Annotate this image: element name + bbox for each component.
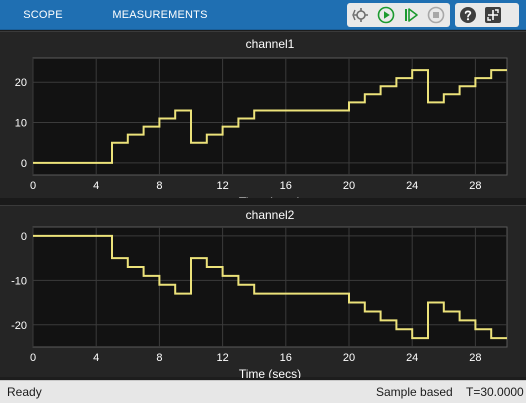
plot-panel-channel2: 0 4 8 12 16 20 24 28 0 -10 -20 channel2 Time (secs) [0,205,526,378]
run-button[interactable] [375,5,397,25]
expand-button[interactable] [482,5,504,25]
x-axis-label: Time (secs) [239,195,301,199]
x-tick-label: 8 [156,180,162,192]
chart-channel1[interactable]: 0 4 8 12 16 20 24 28 0 10 20 channel1 Time (secs) [0,32,526,199]
x-tick-label: 20 [343,180,355,192]
chart-channel2[interactable]: 0 4 8 12 16 20 24 28 0 -10 -20 channel2 Time (secs) [0,206,526,378]
stop-button[interactable] [425,5,447,25]
plot-title: channel1 [246,37,295,51]
y-tick-label: -10 [11,275,27,287]
x-tick-label: 28 [469,352,481,364]
y-tick-label: -20 [11,320,27,332]
x-tick-label: 4 [93,352,99,364]
help-icon [460,7,476,23]
help-controls [455,3,519,27]
x-tick-label: 4 [93,180,99,192]
simulation-controls [347,3,450,27]
y-tick-label: 0 [21,158,27,170]
x-tick-label: 16 [280,180,292,192]
stop-icon [427,6,445,24]
step-forward-button[interactable] [400,5,422,25]
y-tick-label: 20 [15,77,27,89]
x-tick-label: 16 [280,352,292,364]
axes-background [32,226,508,348]
x-axis-label: Time (secs) [239,367,301,378]
x-tick-label: 28 [469,180,481,192]
y-tick-label: 0 [21,231,27,243]
status-mode: Sample based [376,385,453,399]
play-icon [377,6,395,24]
help-button[interactable] [457,5,479,25]
status-state: Ready [7,385,42,399]
step-back-button[interactable] [350,5,372,25]
x-tick-label: 12 [216,352,228,364]
y-tick-label: 10 [15,118,27,130]
x-tick-label: 24 [406,352,418,364]
tab-scope[interactable]: SCOPE [23,9,63,21]
toolstrip: SCOPE MEASUREMENTS [0,0,526,30]
plot-title: channel2 [246,208,295,222]
expand-icon [485,7,501,23]
x-tick-label: 12 [216,180,228,192]
status-bar: Ready Sample based T=30.0000 [0,380,526,403]
plot-panel-channel1: 0 4 8 12 16 20 24 28 0 10 20 channel1 Time (secs) [0,31,526,199]
tab-measurements[interactable]: MEASUREMENTS [112,9,208,21]
step-back-icon [352,8,368,22]
x-tick-label: 0 [30,180,36,192]
status-time: T=30.0000 [466,385,524,399]
x-tick-label: 8 [156,352,162,364]
x-tick-label: 20 [343,352,355,364]
x-tick-label: 0 [30,352,36,364]
step-forward-icon [405,8,418,22]
axes-background [32,57,508,176]
panel-divider [0,198,526,205]
x-tick-label: 24 [406,180,418,192]
